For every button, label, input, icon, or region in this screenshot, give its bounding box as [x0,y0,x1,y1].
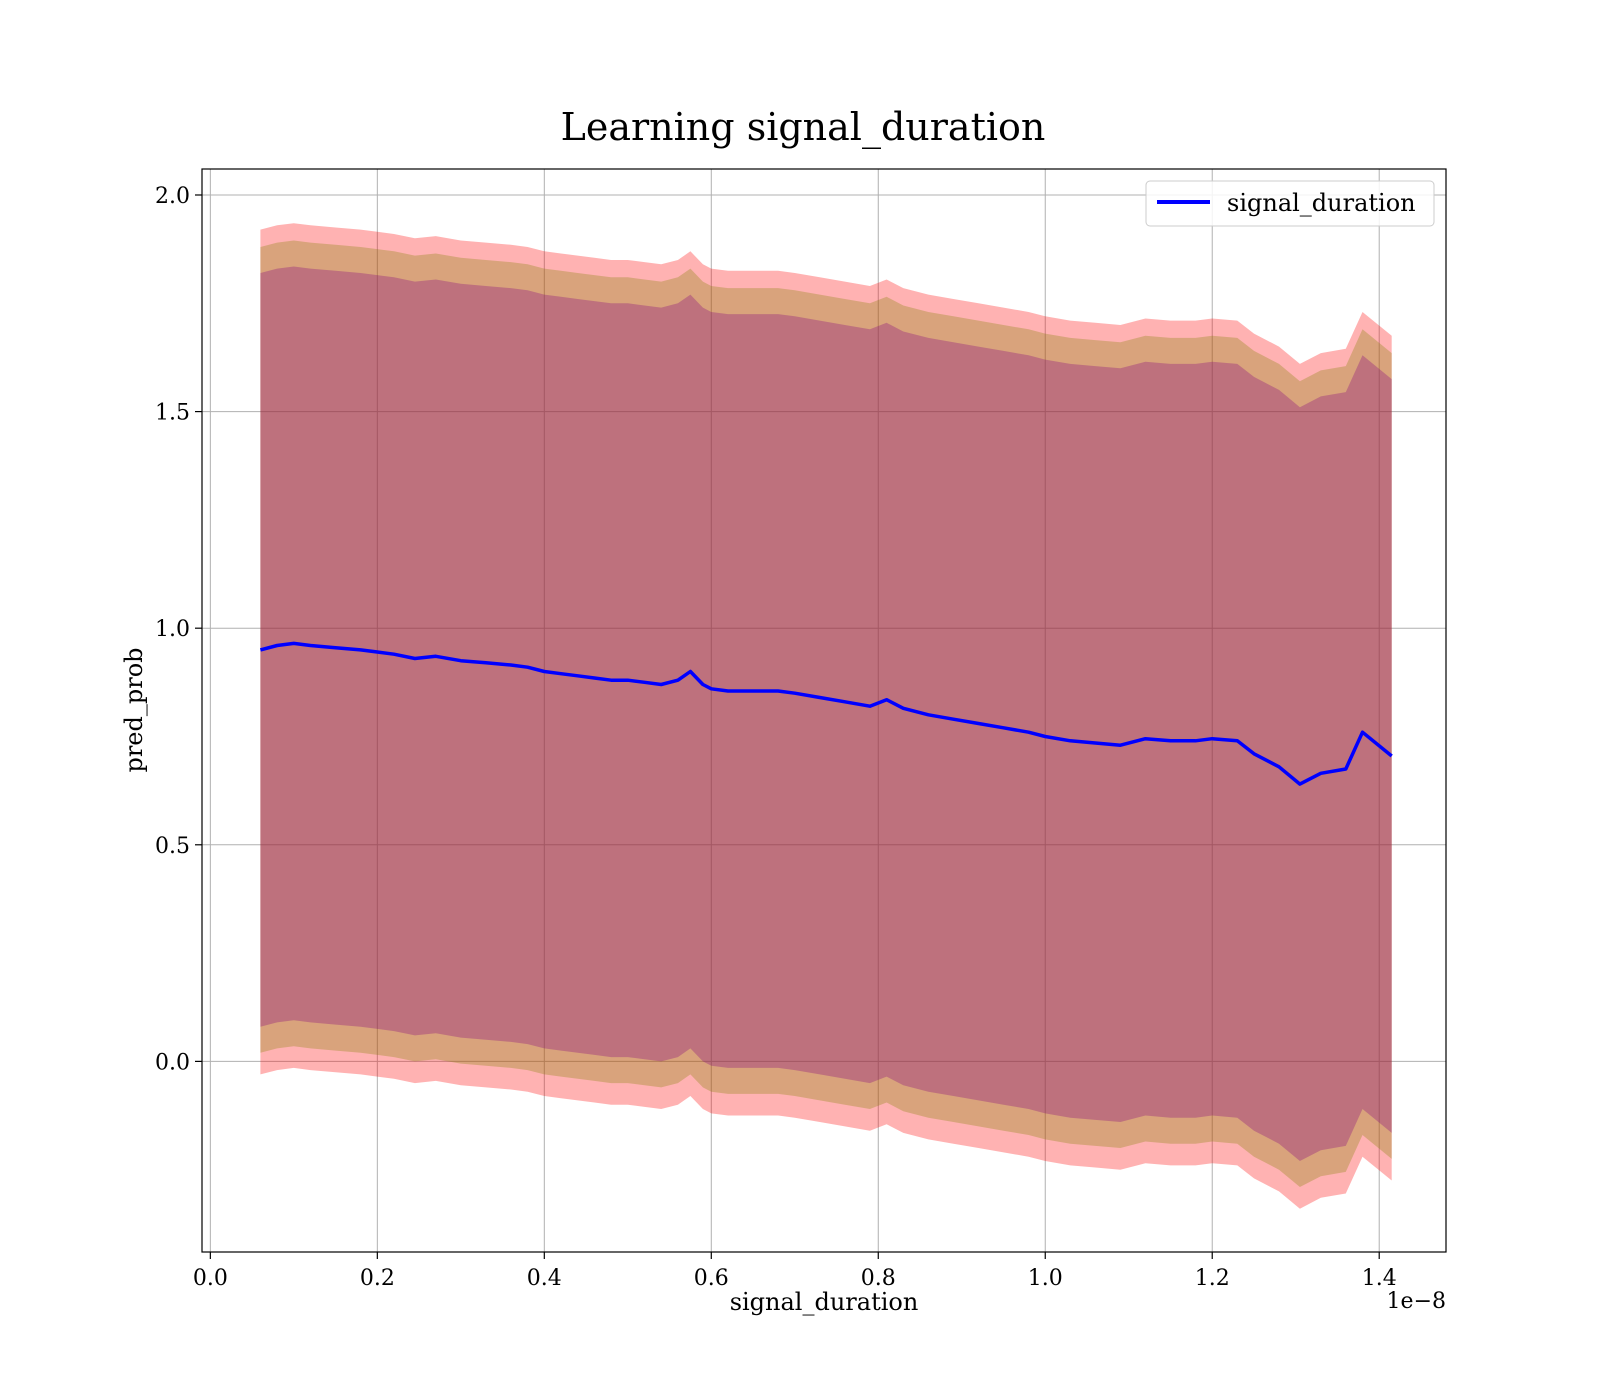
grid-layer [202,169,1446,1252]
legend-entry-signal-duration: signal_duration [1227,189,1416,217]
x-tick-label: 0.4 [527,1266,562,1291]
tick-layer: 0.0 0.2 0.4 0.6 0.8 1.0 1.2 1.4 0.0 0.5 1.0 1.5 2.0 [155,184,1397,1291]
x-tick-label: 0.2 [360,1266,395,1291]
y-tick-label: 2.0 [155,184,190,209]
y-axis-title: pred_prob [120,647,148,772]
chart-title: Learning signal_duration [561,105,1046,150]
line-layer [259,641,1393,786]
x-tick-label: 1.0 [1028,1266,1063,1291]
series-line-signal-duration [259,641,1393,786]
x-tick-label: 0.8 [861,1266,896,1291]
x-tick-label: 0.0 [193,1266,228,1291]
band-layer [260,223,1392,1209]
y-tick-label: 0.0 [155,1050,190,1075]
confidence-band-1 [260,223,1392,1209]
plot-frame [201,168,1447,1253]
x-tick-label: 1.4 [1362,1266,1397,1291]
legend: signal_duration [1145,180,1435,227]
y-tick-label: 1.0 [155,617,190,642]
confidence-band-2 [260,240,1392,1187]
legend-box [1145,180,1435,227]
y-tick-label: 0.5 [155,834,190,859]
x-tick-label: 0.6 [694,1266,729,1291]
x-axis-title: signal_duration [730,1288,919,1316]
y-tick-label: 1.5 [155,401,190,426]
confidence-band-3 [260,266,1392,1161]
x-offset-label: 1e−8 [1387,1289,1446,1314]
x-tick-label: 1.2 [1195,1266,1230,1291]
